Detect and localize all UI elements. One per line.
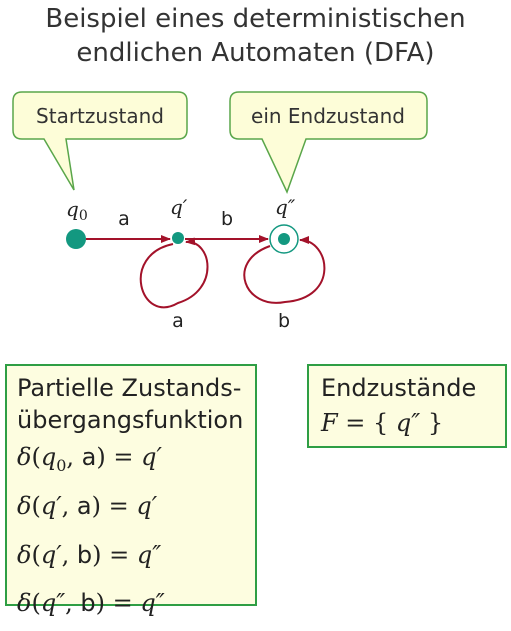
- diagram-title-line-1: Beispiel eines deterministischen: [45, 4, 466, 34]
- end-callout-bubble: [229, 91, 428, 194]
- loop-label-q1: a: [172, 310, 184, 332]
- row-symbol: a: [81, 443, 97, 471]
- row-state: q: [40, 443, 57, 471]
- state-label-q0: q0: [66, 197, 88, 224]
- row-state: q′: [40, 491, 62, 520]
- final-states-box: Endzustände F = { q″ }: [307, 364, 507, 448]
- state-q2: [278, 233, 290, 245]
- final-states-formula: F = { q″ }: [321, 409, 444, 437]
- row-state: q′: [40, 540, 62, 569]
- state-label-q1: q′: [170, 195, 188, 219]
- transition-row: δ(q0, a) = q′: [17, 443, 162, 475]
- state-q0: [66, 229, 86, 249]
- state-label-q2: q″: [275, 195, 296, 219]
- self-loop-q1: [139, 237, 209, 309]
- final-set-member: q″: [395, 409, 421, 437]
- transition-row: δ(q′, a) = q′: [17, 491, 158, 520]
- automaton-diagram: Startzustand ein Endzustand q0 q′ q″ a b…: [12, 91, 428, 332]
- self-loop-q2: [243, 236, 326, 304]
- final-set-symbol: F: [321, 409, 338, 437]
- end-callout-label: ein Endzustand: [251, 104, 405, 128]
- start-callout-bubble: [12, 91, 188, 191]
- transition-heading-line-1: Partielle Zustands-: [17, 374, 242, 402]
- final-states-heading: Endzustände: [321, 374, 477, 402]
- row-result: q″: [140, 589, 165, 618]
- transition-function-box: Partielle Zustands- übergangsfunktion δ(…: [5, 364, 257, 617]
- row-symbol: a: [76, 491, 92, 520]
- loop-label-q2: b: [278, 310, 290, 332]
- start-callout-label: Startzustand: [36, 104, 164, 128]
- row-state-sub: 0: [56, 455, 67, 475]
- row-symbol: b: [80, 589, 96, 618]
- row-result: q″: [136, 540, 162, 569]
- diagram-title-line-2: endlichen Automaten (DFA): [76, 38, 435, 68]
- row-result: q′: [141, 443, 162, 471]
- row-result: q′: [136, 491, 158, 520]
- edge-label-q0-q1: a: [118, 208, 130, 230]
- edge-label-q1-q2: b: [221, 208, 233, 230]
- transition-heading-line-2: übergangsfunktion: [17, 406, 244, 434]
- transition-row: δ(q′, b) = q″: [17, 540, 162, 569]
- row-symbol: b: [76, 540, 93, 569]
- row-state: q″: [40, 589, 66, 618]
- state-q1: [172, 232, 184, 244]
